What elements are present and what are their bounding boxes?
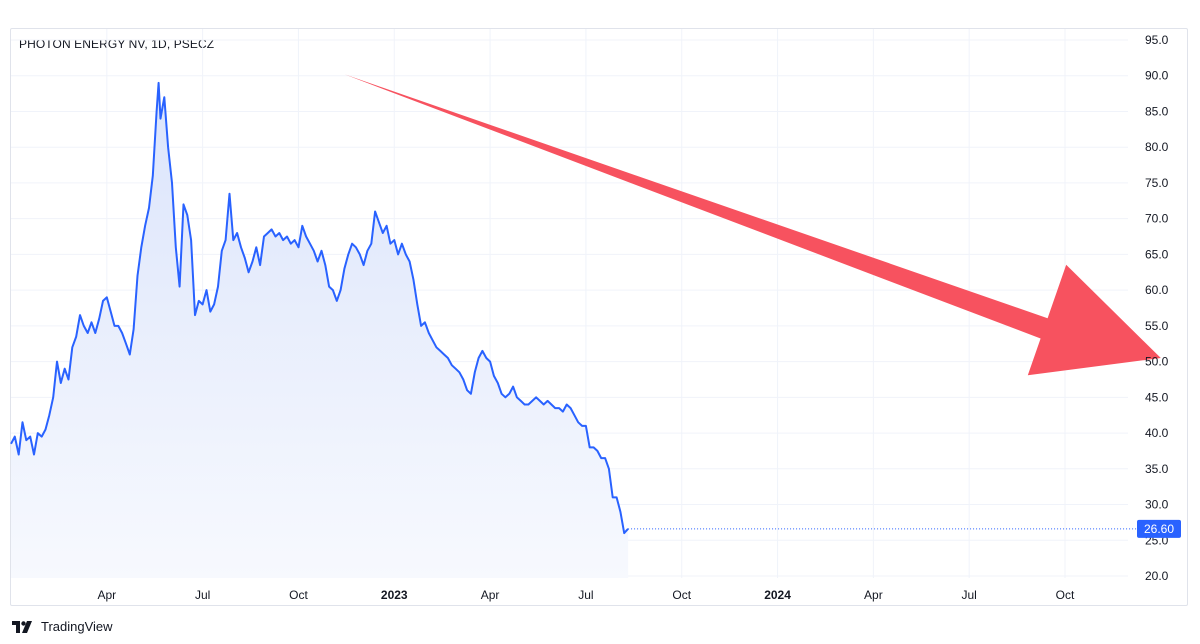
y-tick-label: 30.0 [1145,498,1169,512]
y-tick-label: 75.0 [1145,176,1169,190]
y-tick-label: 35.0 [1145,462,1169,476]
x-tick-label: Apr [864,588,883,602]
x-tick-label: Apr [97,588,116,602]
x-tick-label: Jul [195,588,210,602]
last-price-label: 26.60 [628,519,1181,538]
y-tick-label: 40.0 [1145,426,1169,440]
time-axis[interactable]: Apr Jul Oct 2023 Apr Jul Oct 2024 Apr Jul Oct [97,588,1075,602]
y-tick-label: 60.0 [1145,283,1169,297]
y-tick-label: 80.0 [1145,140,1169,154]
y-tick-label: 20.0 [1145,569,1169,583]
x-tick-label: Jul [578,588,593,602]
price-axis[interactable]: 95.0 90.0 85.0 80.0 75.0 70.0 65.0 60.0 55.0 50.0… [1145,33,1169,583]
y-tick-label: 65.0 [1145,247,1169,261]
price-area [11,82,629,579]
last-price-value: 26.60 [1144,522,1174,536]
y-tick-label: 95.0 [1145,33,1169,47]
y-tick-label: 45.0 [1145,390,1169,404]
y-tick-label: 85.0 [1145,104,1169,118]
x-tick-label: Oct [672,588,691,602]
y-tick-label: 70.0 [1145,212,1169,226]
tradingview-brand[interactable]: TradingView [12,619,113,634]
y-tick-label: 55.0 [1145,319,1169,333]
x-tick-label: 2024 [764,588,791,602]
chart-frame [10,28,1188,606]
y-tick-label: 90.0 [1145,69,1169,83]
tradingview-brand-text: TradingView [41,619,113,634]
x-tick-label: Oct [289,588,308,602]
y-tick-label: 50.0 [1145,355,1169,369]
trend-arrow[interactable] [344,74,1161,376]
trend-arrow-annotation[interactable] [344,74,1161,376]
tradingview-logo-icon [12,620,32,633]
x-tick-label: Oct [1056,588,1075,602]
x-tick-label: Apr [481,588,500,602]
last-price-badge [1137,519,1181,538]
price-line[interactable] [10,81,629,535]
x-tick-label: 2023 [381,588,408,602]
x-tick-label: Jul [962,588,977,602]
